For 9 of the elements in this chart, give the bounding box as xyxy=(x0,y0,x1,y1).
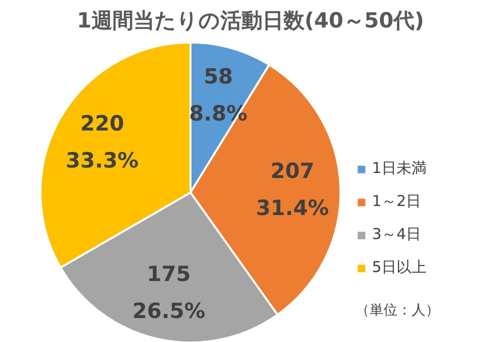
data-label: 175 26.5% xyxy=(132,262,206,324)
data-label: 220 33.3% xyxy=(66,112,139,172)
chart-title: 1週間当たりの活動日数(40～50代) xyxy=(76,8,424,32)
text: （単位：人） xyxy=(356,302,440,318)
legend-label: 1～2日 xyxy=(372,192,422,211)
legend-label: 3～4日 xyxy=(372,225,422,244)
data-label: 207 31.4% xyxy=(256,159,329,220)
legend-label: 1日未満 xyxy=(372,159,427,178)
legend-label: 5日以上 xyxy=(372,258,427,277)
